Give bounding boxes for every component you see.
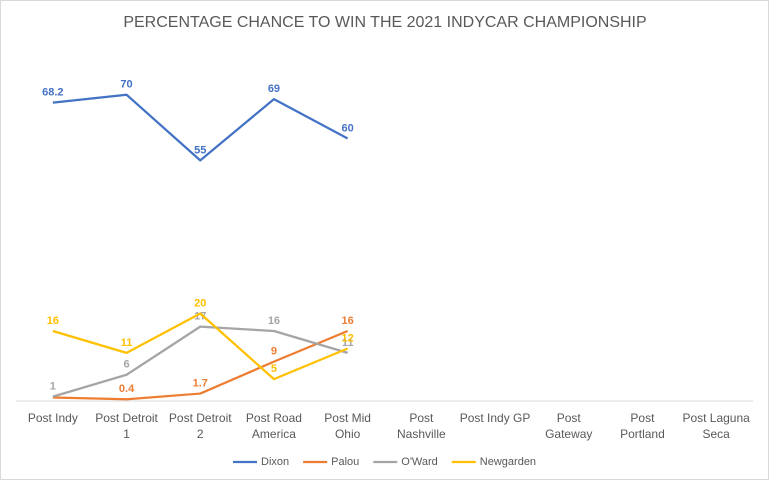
data-label: 69 xyxy=(268,83,280,95)
x-tick-label: Post Detroit 1 xyxy=(95,411,158,441)
data-label: 11 xyxy=(121,337,133,349)
data-label: 60 xyxy=(342,122,354,134)
data-label: 16 xyxy=(342,315,354,327)
chart-title: PERCENTAGE CHANCE TO WIN THE 2021 INDYCA… xyxy=(123,14,646,31)
x-tick-label: Post Gateway xyxy=(545,411,593,441)
x-tick-label: Post Mid Ohio xyxy=(324,411,371,441)
series-line xyxy=(52,312,349,381)
data-label: 5 xyxy=(271,363,277,375)
legend-label: O'Ward xyxy=(401,456,438,468)
data-label: 11 xyxy=(342,337,354,349)
data-label: 6 xyxy=(123,359,129,371)
x-tick-label: Post Indy GP xyxy=(459,411,531,425)
data-label: 68.2 xyxy=(42,87,63,99)
x-tick-label: Post Nashville xyxy=(397,411,446,441)
data-label: 20 xyxy=(194,297,206,309)
series-line xyxy=(52,329,349,401)
data-label: 16 xyxy=(47,315,59,327)
legend-label: Newgarden xyxy=(480,456,536,468)
x-tick-label: Post Road America xyxy=(245,411,302,441)
series-line xyxy=(52,325,348,398)
data-label: 9 xyxy=(271,346,277,358)
x-tick-label: Post Portland xyxy=(620,411,665,441)
series-line xyxy=(52,93,349,162)
x-tick-label: Post Detroit 2 xyxy=(168,411,232,441)
x-tick-label: Post Indy xyxy=(27,411,78,425)
data-label: 12 xyxy=(342,332,354,344)
data-label: 1.7 xyxy=(193,377,208,389)
data-label: 17 xyxy=(194,311,206,323)
data-label: 70 xyxy=(120,79,132,91)
data-label: 1 xyxy=(50,381,56,393)
x-tick-label: Post Laguna Seca xyxy=(682,411,750,441)
data-label: 0.4 xyxy=(119,383,135,395)
data-label: 16 xyxy=(268,315,280,327)
data-label: 55 xyxy=(194,144,206,156)
legend-label: Dixon xyxy=(261,456,289,468)
legend-label: Palou xyxy=(331,456,359,468)
